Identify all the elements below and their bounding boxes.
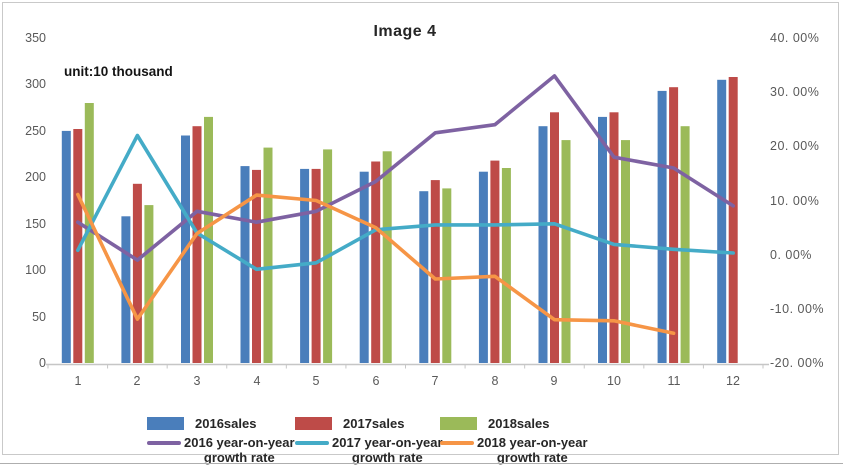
left-axis-label: 150 [25, 217, 46, 231]
legend-label: 2018 year-on-year growth rate [477, 435, 588, 465]
left-axis-label: 350 [25, 31, 46, 45]
bar-2016sales-month-7 [419, 191, 429, 363]
bar-2016sales-month-12 [717, 79, 727, 364]
unit-label: unit:10 thousand [64, 64, 173, 79]
bar-2017sales-month-10 [609, 112, 619, 363]
bar-2016sales-month-6 [359, 171, 369, 363]
bar-2017sales-month-4 [252, 169, 261, 363]
chart-title: Image 4 [373, 23, 437, 40]
legend-line-swatch [147, 441, 181, 445]
bar-2017sales-month-1 [73, 129, 83, 363]
line-2017-year-on-year-growth-rate [76, 133, 736, 272]
legend-bar-swatch [295, 417, 332, 430]
legend-item-2018sales: 2018sales [440, 416, 549, 431]
left-axis-label: 100 [25, 263, 46, 277]
bar-2018sales-month-8 [501, 168, 511, 363]
legend-label: 2016 year-on-year growth rate [184, 435, 295, 465]
category-label-8: 8 [491, 374, 499, 388]
legend-line-swatch [440, 441, 474, 445]
category-label-10: 10 [607, 374, 621, 388]
right-axis-label: 30. 00% [770, 85, 820, 99]
bar-2016sales-month-2 [121, 216, 131, 363]
page-bottom-rule [0, 463, 843, 464]
bar-2018sales-month-11 [680, 126, 690, 363]
legend-item-2016sales: 2016sales [147, 416, 256, 431]
line-2018-year-on-year-growth-rate [76, 192, 676, 336]
right-axis-label: 0. 00% [770, 248, 812, 262]
bar-2017sales-month-2 [132, 183, 142, 363]
bar-2017sales-month-5 [311, 168, 321, 363]
bar-2018sales-month-10 [621, 140, 630, 363]
line-2016-year-on-year-growth-rate [76, 74, 736, 262]
legend-label: 2017 year-on-year growth rate [332, 435, 443, 465]
bar-2017sales-month-9 [550, 112, 559, 363]
bar-2016sales-month-8 [478, 171, 488, 363]
bar-2017sales-month-7 [430, 180, 440, 363]
legend-item-2017sales: 2017sales [295, 416, 404, 431]
bar-2017sales-month-3 [192, 126, 202, 363]
left-axis-label: 50 [32, 310, 46, 324]
legend-label: 2018sales [488, 416, 550, 431]
category-label-11: 11 [667, 374, 681, 388]
bar-2016sales-month-1 [61, 130, 71, 363]
right-axis-label: 40. 00% [770, 31, 820, 45]
legend-label: 2017sales [343, 416, 405, 431]
left-axis-label: 250 [25, 124, 46, 138]
bar-2016sales-month-11 [657, 90, 667, 364]
bar-2016sales-month-9 [538, 126, 548, 363]
bar-2017sales-month-12 [728, 77, 738, 363]
bar-2018sales-month-4 [263, 147, 273, 363]
right-axis-label: -20. 00% [770, 356, 825, 370]
left-axis-label: 0 [39, 356, 46, 370]
bar-2018sales-month-6 [382, 151, 392, 363]
legend-item-2016-year-on-year-growth-rate: 2016 year-on-year growth rate [147, 435, 295, 465]
category-label-12: 12 [726, 374, 740, 388]
category-label-7: 7 [431, 374, 439, 388]
legend-label: 2016sales [195, 416, 257, 431]
bar-2017sales-month-11 [669, 87, 679, 363]
bar-2018sales-month-2 [144, 205, 154, 363]
category-label-2: 2 [133, 374, 141, 388]
category-label-6: 6 [372, 374, 380, 388]
bar-2018sales-month-7 [442, 188, 452, 363]
legend-line-swatch [295, 441, 329, 445]
bar-2018sales-month-1 [84, 103, 94, 363]
bar-2016sales-month-5 [300, 168, 310, 363]
category-label-1: 1 [74, 374, 82, 388]
right-axis-label: -10. 00% [770, 302, 825, 316]
legend-item-2018-year-on-year-growth-rate: 2018 year-on-year growth rate [440, 435, 588, 465]
left-axis-label: 300 [25, 77, 46, 91]
right-axis-label: 20. 00% [770, 139, 820, 153]
category-label-5: 5 [312, 374, 320, 388]
category-label-3: 3 [193, 374, 201, 388]
bar-2016sales-month-4 [240, 166, 250, 363]
bar-2017sales-month-6 [371, 161, 381, 363]
left-axis-label: 200 [25, 170, 46, 184]
bar-2018sales-month-9 [561, 140, 571, 363]
right-axis-label: 10. 00% [770, 194, 820, 208]
legend-item-2017-year-on-year-growth-rate: 2017 year-on-year growth rate [295, 435, 443, 465]
category-label-4: 4 [253, 374, 261, 388]
bar-2017sales-month-8 [490, 160, 500, 363]
legend-bar-swatch [440, 417, 477, 430]
legend-bar-swatch [147, 417, 184, 430]
category-label-9: 9 [550, 374, 558, 388]
